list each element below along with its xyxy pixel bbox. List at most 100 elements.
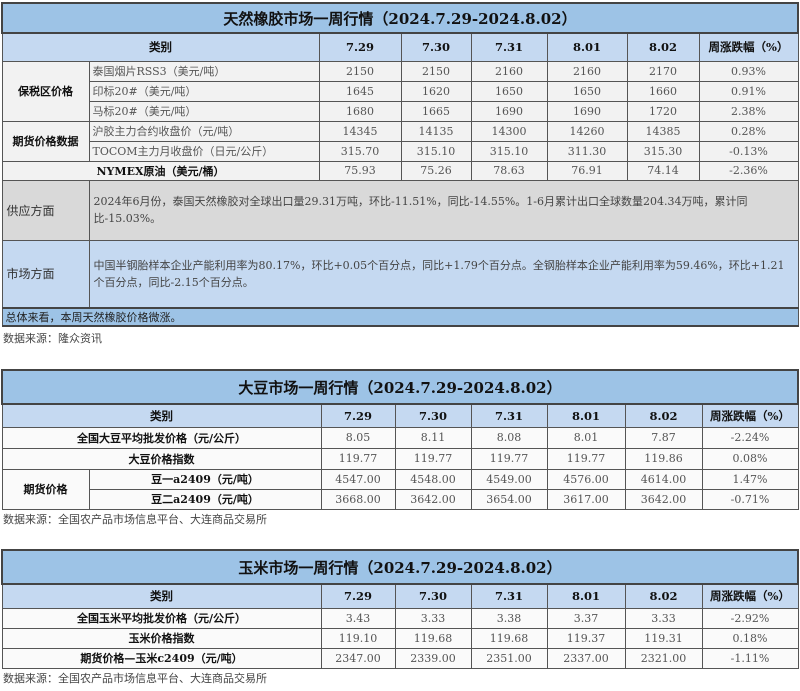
column-header-category: 类别 <box>1 403 322 428</box>
value-cell: 1660 <box>626 80 700 102</box>
group-label: 期货价格数据 <box>1 120 90 162</box>
value-cell: -0.13% <box>698 140 799 162</box>
value-cell: 119.68 <box>394 627 472 649</box>
row-label: 全国大豆平均批发价格（元/公斤） <box>1 426 322 449</box>
column-header: 8.02 <box>624 583 703 609</box>
column-header-category: 类别 <box>1 583 322 609</box>
value-cell: 315.30 <box>626 140 700 162</box>
market-row: 市场方面 中国半钢胎样本企业产能利用率为80.17%，环比+0.05个百分点，同比… <box>1 239 799 309</box>
value-cell: 119.37 <box>546 627 626 649</box>
value-cell: 2160 <box>470 60 548 82</box>
value-cell: 8.11 <box>394 426 472 449</box>
value-cell: 1690 <box>546 100 628 122</box>
value-cell: 1650 <box>546 80 628 102</box>
value-cell: 3.33 <box>624 607 703 629</box>
value-cell: 2.38% <box>698 100 799 122</box>
value-cell: 14385 <box>626 120 700 142</box>
column-header: 7.30 <box>400 32 472 62</box>
value-cell: 1690 <box>470 100 548 122</box>
value-cell: 0.93% <box>698 60 799 82</box>
row-label: 豆二a2409（元/吨） <box>88 488 322 510</box>
table-row: 期货价格—玉米c2409（元/吨） 2347.00 2339.00 2351.00 23… <box>1 647 799 669</box>
column-header: 7.30 <box>394 583 472 609</box>
value-cell: 315.10 <box>470 140 548 162</box>
supply-label: 供应方面 <box>1 179 90 241</box>
value-cell: 315.10 <box>400 140 472 162</box>
value-cell: -2.24% <box>701 426 799 449</box>
rubber-table: 天然橡胶市场一周行情（2024.7.29-2024.8.02） 类别 7.29 7.3… <box>1 2 799 327</box>
value-cell: 14345 <box>318 120 402 142</box>
row-label: NYMEX原油（美元/桶） <box>1 160 320 181</box>
value-cell: 8.08 <box>470 426 548 449</box>
row-label: 大豆价格指数 <box>1 447 322 470</box>
value-cell: 74.14 <box>626 160 700 181</box>
row-label: 泰国烟片RSS3（美元/吨） <box>88 60 320 82</box>
value-cell: 1720 <box>626 100 700 122</box>
table-row: 全国玉米平均批发价格（元/公斤） 3.43 3.33 3.38 3.37 3.33 -2.9… <box>1 607 799 629</box>
supply-text: 2024年6月份，泰国天然橡胶对全球出口量29.31万吨，环比-11.51%，同… <box>88 179 799 241</box>
value-cell: 119.77 <box>320 447 396 470</box>
value-cell: 3642.00 <box>624 488 703 510</box>
column-header: 7.31 <box>470 403 548 428</box>
soybean-table: 大豆市场一周行情（2024.7.29-2024.8.02） 类别 7.29 7.30 7… <box>1 369 799 510</box>
value-cell: 4576.00 <box>546 468 626 490</box>
value-cell: 3654.00 <box>470 488 548 510</box>
market-label: 市场方面 <box>1 239 90 309</box>
value-cell: 2337.00 <box>546 647 626 669</box>
value-cell: 311.30 <box>546 140 628 162</box>
value-cell: 2321.00 <box>624 647 703 669</box>
value-cell: 78.63 <box>470 160 548 181</box>
value-cell: 3.43 <box>320 607 396 629</box>
value-cell: 1645 <box>318 80 402 102</box>
value-cell: 119.86 <box>624 447 703 470</box>
table-row: 期货价格数据 沪胶主力合约收盘价（元/吨） 14345 14135 14300 14260… <box>1 120 799 162</box>
column-header: 周涨跌幅（%） <box>701 403 799 428</box>
value-cell: 0.18% <box>701 627 799 649</box>
row-label: 期货价格—玉米c2409（元/吨） <box>1 647 322 669</box>
row-label: 沪胶主力合约收盘价（元/吨） <box>88 120 320 142</box>
table-title: 玉米市场一周行情（2024.7.29-2024.8.02） <box>1 549 799 585</box>
table-row: 期货价格 豆一a2409（元/吨） 4547.00 4548.00 4549.00 457… <box>1 468 799 510</box>
title-row: 天然橡胶市场一周行情（2024.7.29-2024.8.02） <box>1 2 799 34</box>
table-row: 保税区价格 泰国烟片RSS3（美元/吨） 2150 2150 2160 2160 2170 0… <box>1 60 799 122</box>
value-cell: 2351.00 <box>470 647 548 669</box>
summary-text: 总体来看，本周天然橡胶价格微涨。 <box>1 307 799 327</box>
row-label: 玉米价格指数 <box>1 627 322 649</box>
value-cell: 1.47% <box>701 468 799 490</box>
value-cell: 3.33 <box>394 607 472 629</box>
header-row: 类别 7.29 7.30 7.31 8.01 8.02 周涨跌幅（%） <box>1 583 799 609</box>
value-cell: 75.26 <box>400 160 472 181</box>
column-header: 8.02 <box>624 403 703 428</box>
table-row: TOCOM主力月收盘价（日元/公斤） 315.70 315.10 315.10 311.… <box>2 140 799 162</box>
value-cell: 2170 <box>626 60 700 82</box>
value-cell: 2150 <box>400 60 472 82</box>
column-header: 8.01 <box>546 403 626 428</box>
value-cell: -1.11% <box>701 647 799 669</box>
column-header: 8.01 <box>546 32 628 62</box>
table-title: 天然橡胶市场一周行情（2024.7.29-2024.8.02） <box>1 2 799 34</box>
table-row: 马标20#（美元/吨） 1680 1665 1690 1690 1720 2.38% <box>2 100 799 122</box>
column-header: 7.29 <box>318 32 402 62</box>
value-cell: 119.68 <box>470 627 548 649</box>
value-cell: 1665 <box>400 100 472 122</box>
value-cell: -2.36% <box>698 160 799 181</box>
value-cell: 8.01 <box>546 426 626 449</box>
header-row: 类别 7.29 7.30 7.31 8.01 8.02 周涨跌幅（%） <box>1 403 799 428</box>
value-cell: 2160 <box>546 60 628 82</box>
value-cell: 0.91% <box>698 80 799 102</box>
column-header: 7.30 <box>394 403 472 428</box>
value-cell: 3617.00 <box>546 488 626 510</box>
column-header: 8.01 <box>546 583 626 609</box>
value-cell: 2347.00 <box>320 647 396 669</box>
value-cell: 119.77 <box>394 447 472 470</box>
corn-table: 玉米市场一周行情（2024.7.29-2024.8.02） 类别 7.29 7.30 7… <box>1 549 799 669</box>
column-header: 7.29 <box>320 583 396 609</box>
group-label: 保税区价格 <box>1 60 90 122</box>
value-cell: 119.77 <box>470 447 548 470</box>
column-header: 8.02 <box>626 32 700 62</box>
table-row: 印标20#（美元/吨） 1645 1620 1650 1650 1660 0.91% <box>2 80 799 102</box>
value-cell: 119.77 <box>546 447 626 470</box>
value-cell: -0.71% <box>701 488 799 510</box>
table-row: 大豆价格指数 119.77 119.77 119.77 119.77 119.86 0.08… <box>1 447 799 470</box>
value-cell: 3642.00 <box>394 488 472 510</box>
